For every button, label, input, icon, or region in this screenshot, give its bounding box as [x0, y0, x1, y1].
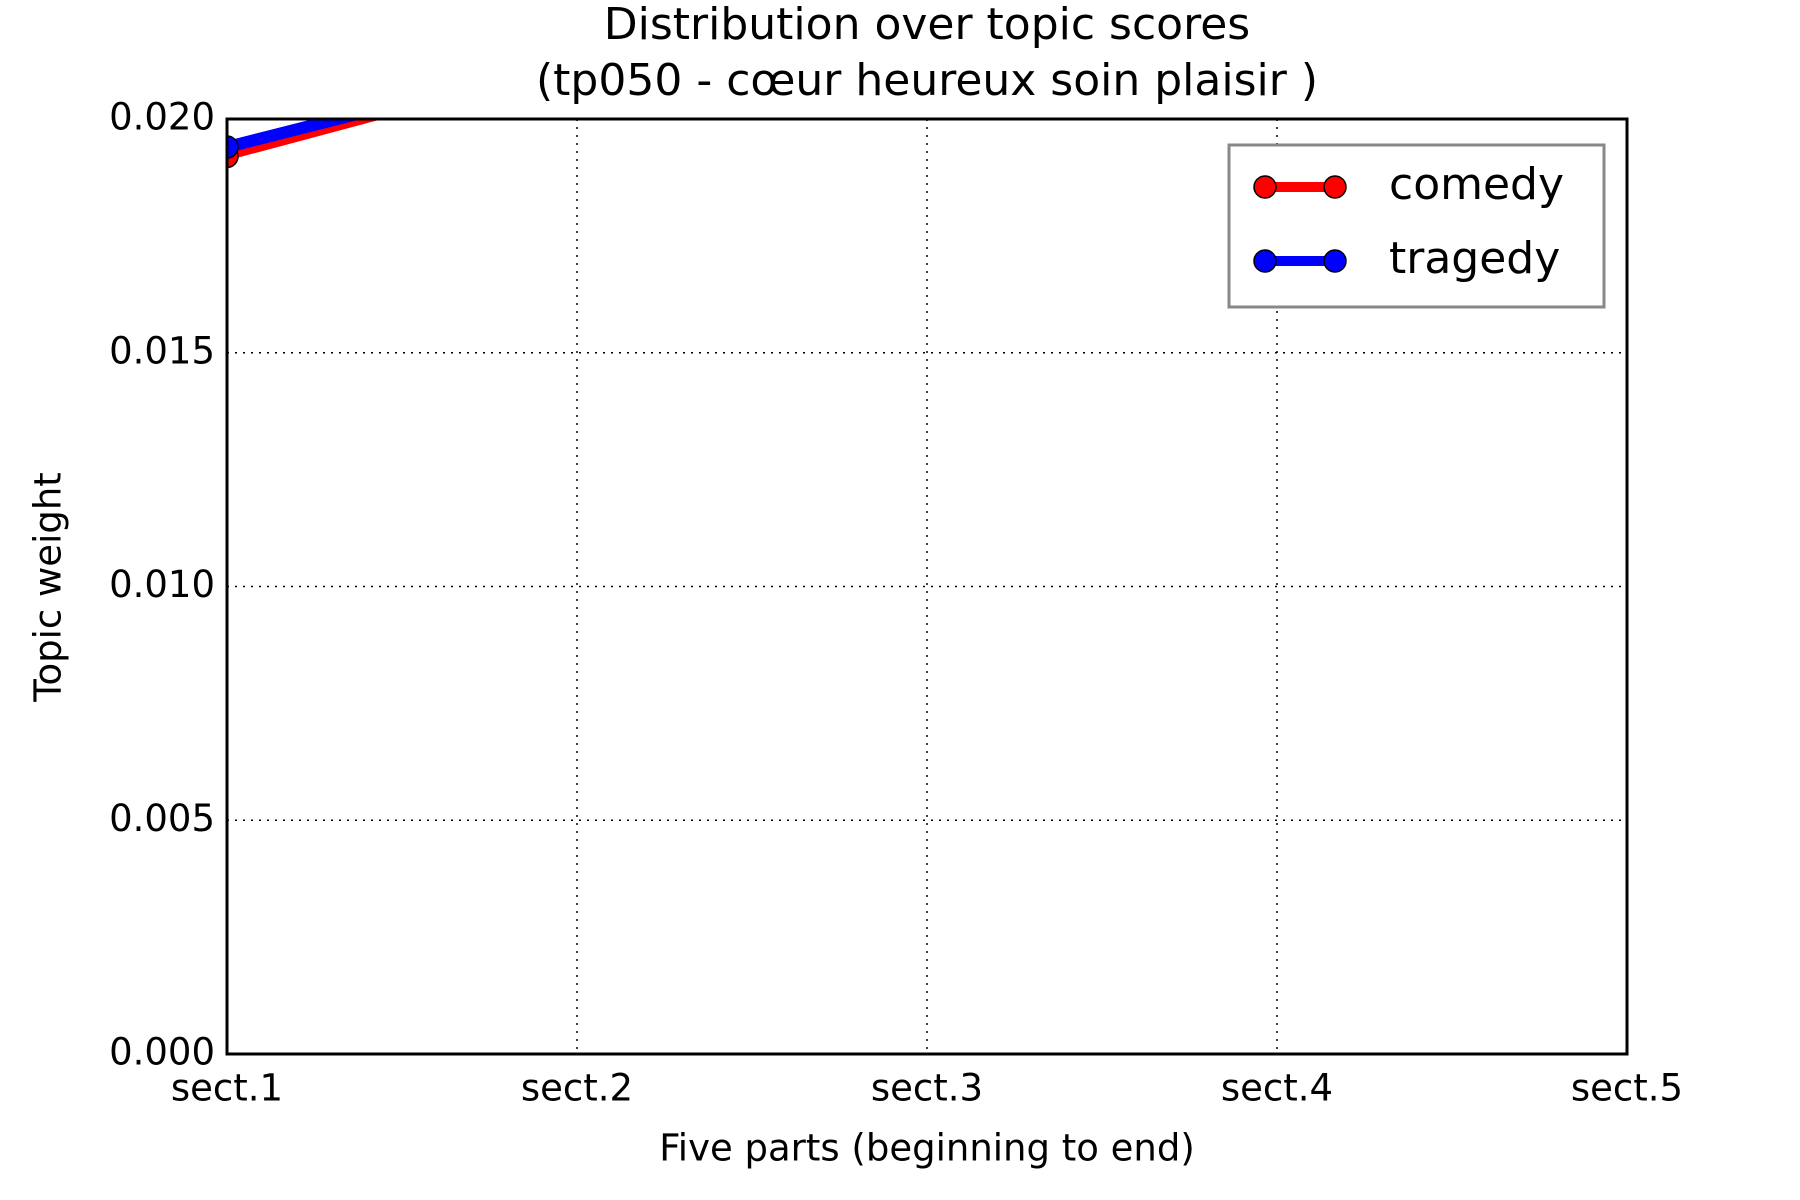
y-axis-label: Topic weight [27, 472, 70, 703]
legend-box [1227, 143, 1606, 309]
plot-area [227, 0, 1638, 169]
legend-marker [1253, 249, 1277, 273]
x-tick-label: sect.2 [521, 1067, 633, 1110]
legend-marker [1323, 249, 1347, 273]
x-tick-label: sect.1 [171, 1067, 283, 1110]
y-tick-label: 0.005 [109, 797, 215, 840]
marker [1616, 0, 1638, 18]
legend-label: tragedy [1389, 233, 1560, 284]
chart-subtitle: (tp050 - cœur heureux soin plaisir ) [536, 55, 1318, 106]
legend-marker [1323, 175, 1347, 199]
legend: comedy tragedy [1227, 143, 1606, 309]
marker [227, 135, 239, 159]
legend-marker [1253, 175, 1277, 199]
y-tick-label: 0.015 [109, 329, 215, 372]
y-tick-label: 0.010 [109, 563, 215, 606]
x-tick-label: sect.4 [1221, 1067, 1333, 1110]
y-tick-label: 0.020 [109, 96, 215, 139]
x-tick-label: sect.3 [871, 1067, 983, 1110]
chart-title: Distribution over topic scores [604, 0, 1250, 50]
marker [1616, 15, 1638, 37]
plot-frame [225, 117, 1629, 1056]
legend-label: comedy [1389, 159, 1564, 210]
x-tick-label: sect.5 [1571, 1067, 1683, 1110]
y-tick-label: 0.000 [109, 1031, 215, 1074]
x-axis-label: Five parts (beginning to end) [659, 1127, 1195, 1170]
